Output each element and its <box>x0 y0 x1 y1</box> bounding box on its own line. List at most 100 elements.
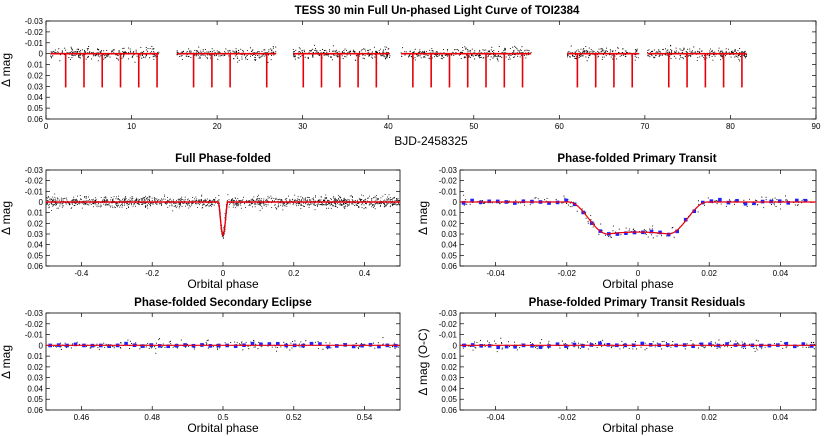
x-tick-label: 0 <box>221 269 226 278</box>
data-point <box>263 55 265 57</box>
data-point <box>80 49 82 52</box>
data-point <box>141 200 143 202</box>
data-point <box>281 202 283 204</box>
data-point <box>617 46 619 48</box>
data-point <box>209 199 211 201</box>
data-point <box>524 204 526 206</box>
data-point <box>246 54 248 57</box>
data-point <box>208 51 210 53</box>
data-point <box>46 203 48 205</box>
data-point <box>113 196 115 198</box>
data-point <box>621 55 623 57</box>
data-point <box>307 57 309 59</box>
data-point <box>109 205 111 207</box>
data-point <box>503 50 505 52</box>
data-point <box>493 49 495 52</box>
data-point <box>116 198 118 200</box>
data-point <box>69 58 72 60</box>
data-point <box>129 50 132 52</box>
data-point <box>381 202 383 204</box>
data-point <box>103 203 105 205</box>
data-point <box>122 51 124 54</box>
data-point <box>131 198 133 200</box>
binned-point <box>658 230 662 235</box>
data-point <box>737 50 739 52</box>
data-point <box>93 206 95 208</box>
data-point <box>156 198 158 200</box>
data-point <box>189 205 191 207</box>
binned-point <box>640 341 645 346</box>
data-point <box>464 56 466 58</box>
data-point <box>515 47 517 49</box>
data-point <box>205 343 208 345</box>
data-point <box>372 342 375 344</box>
data-point <box>349 200 351 202</box>
data-point <box>155 55 157 57</box>
data-point <box>256 199 258 201</box>
data-point <box>623 54 625 56</box>
data-point <box>317 341 319 343</box>
data-point <box>692 343 694 345</box>
data-point <box>178 207 180 209</box>
data-point <box>519 49 522 51</box>
data-point <box>711 49 713 51</box>
data-point <box>481 56 483 58</box>
data-point <box>725 205 727 207</box>
data-point <box>103 54 105 56</box>
data-point <box>191 202 193 204</box>
data-point <box>260 56 262 58</box>
data-point <box>217 200 219 202</box>
data-point <box>475 347 477 349</box>
data-point <box>159 337 161 340</box>
data-point <box>429 58 431 60</box>
data-point <box>179 204 181 206</box>
data-point <box>294 199 296 201</box>
data-point <box>183 199 185 201</box>
data-point <box>276 207 278 209</box>
data-point <box>178 55 180 57</box>
data-point <box>742 51 744 53</box>
data-point <box>340 200 342 202</box>
data-point <box>90 204 92 206</box>
data-point <box>296 202 298 204</box>
data-point <box>648 49 650 51</box>
data-point <box>617 47 619 49</box>
binned-point <box>318 342 322 346</box>
data-point <box>89 199 91 201</box>
data-point <box>663 340 665 343</box>
data-point <box>671 227 673 229</box>
data-point <box>79 57 82 59</box>
data-point <box>716 200 718 202</box>
data-point <box>604 51 606 53</box>
data-point <box>688 54 690 57</box>
data-point <box>330 207 332 209</box>
data-point <box>149 196 151 198</box>
data-point <box>300 199 302 201</box>
data-point <box>209 54 211 56</box>
data-point <box>129 48 131 50</box>
data-point <box>515 199 517 201</box>
data-point <box>756 204 758 206</box>
data-point <box>188 346 190 348</box>
data-point <box>236 342 238 344</box>
binned-point <box>351 344 356 349</box>
x-tick-label: 0 <box>636 413 641 422</box>
data-point <box>479 49 481 52</box>
data-point <box>70 347 72 349</box>
data-point <box>300 56 302 58</box>
data-point <box>214 200 216 202</box>
data-point <box>643 229 645 231</box>
data-point <box>154 346 156 348</box>
data-point <box>118 51 120 53</box>
data-point <box>103 198 105 200</box>
data-point <box>408 56 410 58</box>
data-point <box>299 200 301 202</box>
x-tick-label: 0.04 <box>773 413 789 422</box>
data-point <box>116 57 118 59</box>
data-point <box>306 204 308 206</box>
data-point <box>228 199 230 201</box>
data-point <box>187 55 189 57</box>
data-point <box>188 200 190 202</box>
data-point <box>649 56 651 58</box>
data-point <box>302 199 304 201</box>
